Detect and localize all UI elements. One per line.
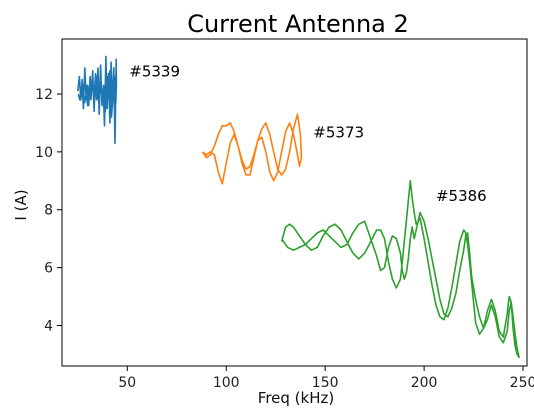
x-axis: 50 100 150 200 250 <box>118 366 534 391</box>
series-annotation-5386: #5386 <box>436 187 487 205</box>
y-tick-label: 4 <box>44 318 53 334</box>
plot-frame <box>61 38 528 367</box>
plot-area <box>77 55 520 359</box>
x-tick-label: 150 <box>312 375 339 391</box>
annotations: #5339 #5373 #5386 <box>129 63 486 205</box>
chart-title: Current Antenna 2 <box>187 10 409 38</box>
series-annotation-5339: #5339 <box>129 63 180 81</box>
y-tick-label: 10 <box>35 145 53 161</box>
y-tick-label: 12 <box>35 87 53 103</box>
series-line-5373 <box>201 113 303 185</box>
y-tick-label: 6 <box>44 261 53 277</box>
x-tick-label: 50 <box>118 375 136 391</box>
series-annotation-5373: #5373 <box>313 123 364 141</box>
series-line-5339 <box>77 55 118 144</box>
y-axis-label: I (A) <box>12 189 30 220</box>
x-tick-label: 250 <box>510 375 534 391</box>
series-line-5386 <box>280 180 520 359</box>
y-tick-label: 8 <box>44 203 53 219</box>
x-axis-label: Freq (kHz) <box>258 389 334 407</box>
y-axis: 4 6 8 10 12 <box>35 87 62 334</box>
x-tick-label: 200 <box>411 375 438 391</box>
x-tick-label: 100 <box>213 375 240 391</box>
